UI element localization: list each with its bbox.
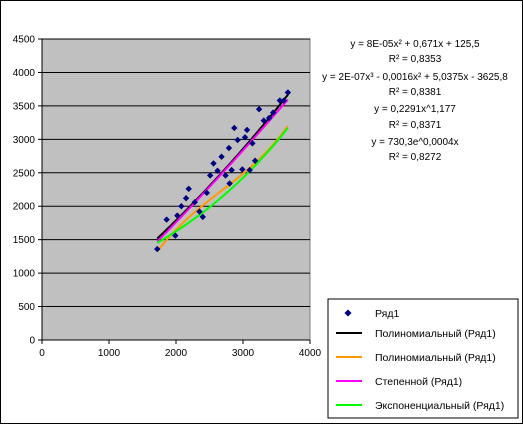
legend-item-poly3: Полиномиальный (Ряд1)	[336, 352, 496, 364]
tick-label-y: 2500	[13, 168, 36, 179]
equation-poly3: y = 2E-07x³ - 0,0016x² + 5,0375x - 3625,…	[322, 72, 508, 83]
trendline-exp	[156, 127, 289, 244]
data-point	[174, 212, 181, 219]
tick-label-x: 4000	[299, 348, 322, 359]
r2-poly3: R² = 0,8381	[389, 87, 442, 98]
data-points	[154, 89, 292, 253]
data-point	[239, 166, 246, 173]
legend-label: Ряд1	[375, 308, 399, 320]
data-point	[284, 89, 292, 96]
legend-item-poly2: Полиномиальный (Ряд1)	[336, 328, 496, 340]
r2-power: R² = 0,8371	[389, 120, 442, 131]
data-point	[243, 126, 251, 134]
tick-label-y: 2000	[13, 202, 36, 213]
trendline-poly3	[156, 125, 289, 253]
data-point	[269, 109, 277, 116]
data-point	[234, 136, 241, 144]
legend-label: Экспоненциальный (Ряд1)	[375, 400, 504, 412]
r2-poly2: R² = 0,8353	[389, 54, 442, 65]
data-point	[154, 245, 161, 253]
legend: Ряд1 Полиномиальный (Ряд1) Полиномиальны…	[327, 298, 519, 419]
data-point	[251, 157, 259, 164]
legend-label: Степенной (Ряд1)	[375, 376, 462, 388]
legend-label: Полиномиальный (Ряд1)	[375, 352, 496, 364]
legend-item-exp: Экспоненциальный (Ряд1)	[336, 400, 504, 412]
data-point	[196, 208, 203, 215]
tick-label-y: 1000	[13, 269, 36, 280]
data-point	[191, 199, 198, 206]
data-point	[214, 167, 221, 174]
data-point	[182, 194, 190, 202]
data-point	[206, 172, 214, 179]
tick-label-y: 1500	[13, 235, 36, 246]
tick-label-x: 2000	[165, 348, 188, 359]
data-point	[225, 144, 233, 152]
gridlines	[42, 38, 310, 308]
trendline-equations: y = 8E-05x² + 0,671x + 125,5 R² = 0,8353…	[322, 39, 508, 163]
legend-label: Полиномиальный (Ряд1)	[375, 328, 496, 340]
data-point	[218, 153, 225, 160]
trendline-power	[156, 98, 289, 243]
data-point	[199, 213, 206, 221]
data-point	[276, 97, 284, 104]
data-point	[280, 97, 288, 104]
r2-exp: R² = 0,8272	[389, 152, 442, 163]
data-point	[241, 134, 249, 141]
tick-label-y: 3000	[13, 135, 36, 146]
data-point	[226, 180, 233, 187]
tick-label-x: 1000	[98, 348, 121, 359]
data-point	[260, 117, 267, 124]
data-point	[246, 166, 253, 174]
equation-exp: y = 730,3e^0,0004x	[371, 137, 458, 148]
data-point	[222, 172, 229, 179]
equation-power: y = 0,2291x^1,177	[374, 104, 456, 115]
data-point	[163, 216, 170, 223]
data-point	[255, 106, 263, 113]
tick-label-y: 3500	[13, 101, 36, 112]
data-point	[203, 189, 211, 197]
data-point	[185, 185, 192, 193]
tick-label-y: 0	[29, 336, 35, 347]
tick-label-x: 3000	[232, 348, 255, 359]
tick-label-y: 4000	[13, 68, 36, 79]
legend-box	[327, 298, 519, 419]
plot-area	[41, 38, 311, 341]
data-point	[249, 140, 256, 147]
trendlines	[156, 94, 289, 253]
data-point	[231, 124, 238, 132]
legend-marker-diamond	[344, 309, 352, 317]
data-point	[178, 203, 185, 210]
data-point	[210, 160, 217, 167]
legend-item-power: Степенной (Ряд1)	[336, 376, 462, 388]
tick-label-y: 500	[18, 302, 35, 313]
tick-label-y: 4500	[13, 35, 36, 46]
data-point	[265, 114, 273, 122]
tick-label-x: 0	[39, 348, 45, 359]
equation-poly2: y = 8E-05x² + 0,671x + 125,5	[350, 39, 480, 50]
axes: 0 500 1000 1500 2000 2500 3000 3500 4000 4500 0 100…	[13, 35, 322, 360]
legend-item-series: Ряд1	[344, 308, 399, 320]
data-point	[228, 166, 235, 174]
data-point	[172, 232, 179, 239]
